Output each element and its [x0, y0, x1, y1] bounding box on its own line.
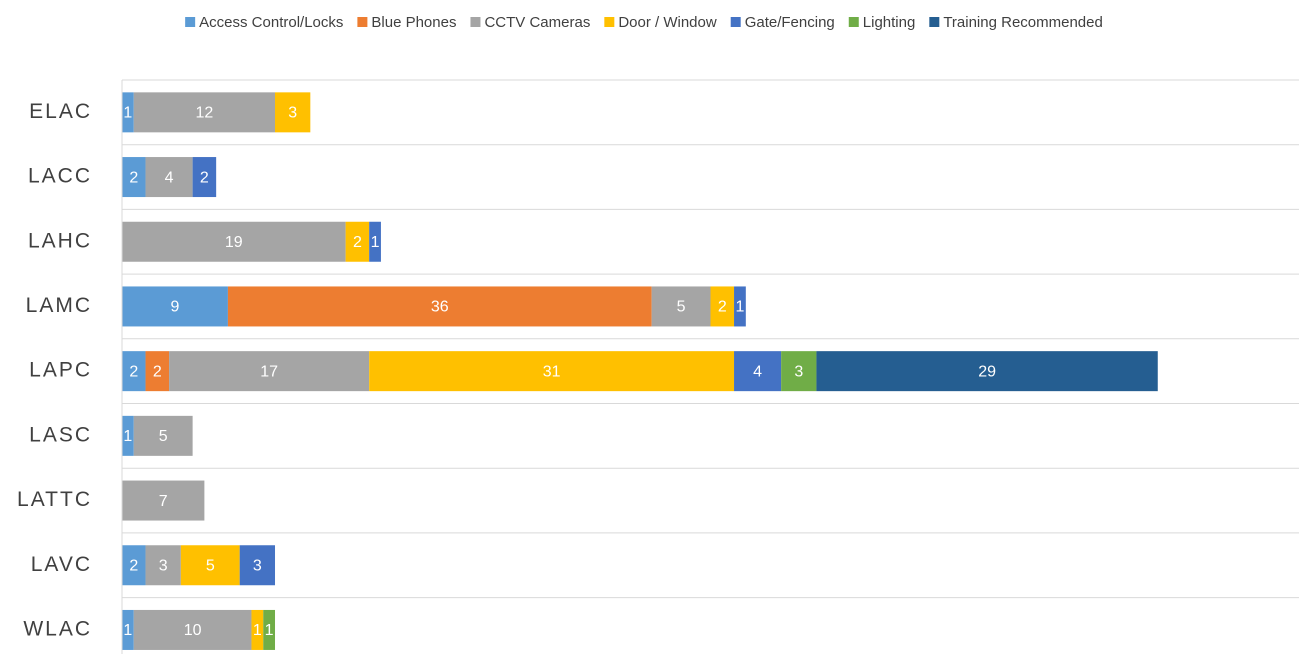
data-label: 7 — [159, 493, 168, 510]
legend-label: Gate/Fencing — [745, 14, 835, 31]
bar-segment — [734, 351, 782, 392]
legend-swatch — [357, 17, 368, 27]
data-label: 1 — [265, 622, 274, 639]
data-label: 4 — [753, 363, 762, 380]
data-label: 36 — [431, 299, 449, 316]
data-label: 31 — [543, 363, 561, 380]
bar-segment — [816, 351, 1158, 392]
bar-segment — [122, 92, 134, 133]
data-label: 2 — [153, 363, 162, 380]
bar-segment — [122, 609, 134, 650]
y-tick-label: WLAC — [23, 617, 92, 640]
data-label: 10 — [184, 622, 202, 639]
legend-label: Lighting — [863, 14, 916, 31]
legend-label: Access Control/Locks — [199, 14, 343, 31]
data-label: 3 — [794, 363, 803, 380]
legend-swatch — [730, 17, 741, 27]
bar-segment — [192, 157, 217, 198]
data-label: 4 — [165, 169, 174, 186]
legend-label: Training Recommended — [943, 14, 1103, 31]
bar-segment — [734, 286, 746, 327]
bar-segment — [145, 351, 170, 392]
bar-segment — [122, 480, 205, 521]
bar-segment — [180, 545, 240, 586]
data-label: 2 — [718, 299, 727, 316]
bar-segment — [781, 351, 817, 392]
data-label: 17 — [260, 363, 278, 380]
data-label: 5 — [206, 557, 215, 574]
data-label: 1 — [123, 622, 132, 639]
legend-swatch — [848, 17, 859, 27]
bar-segment — [145, 545, 181, 586]
bar-segment — [169, 351, 370, 392]
data-label: 9 — [171, 299, 180, 316]
data-label: 19 — [225, 234, 243, 251]
data-label: 5 — [677, 299, 686, 316]
bar-segment — [251, 609, 264, 650]
bar-segment — [122, 351, 146, 392]
data-label: 2 — [353, 234, 362, 251]
data-label: 1 — [735, 299, 744, 316]
legend-swatch — [929, 17, 940, 27]
y-tick-label: LAHC — [28, 229, 92, 252]
bar-segment — [345, 221, 370, 262]
bar-segment — [122, 415, 134, 456]
data-label: 2 — [200, 169, 209, 186]
data-label: 1 — [253, 622, 262, 639]
bar-segment — [263, 609, 276, 650]
y-tick-label: LAVC — [31, 553, 92, 576]
legend-label: CCTV Cameras — [484, 14, 590, 31]
legend-label: Blue Phones — [371, 14, 456, 31]
data-label: 12 — [195, 105, 213, 122]
data-label: 2 — [129, 169, 138, 186]
data-label: 5 — [159, 428, 168, 445]
data-label: 3 — [159, 557, 168, 574]
bar-segment — [122, 286, 228, 327]
bar-segment — [133, 92, 276, 133]
bar-segment — [369, 221, 381, 262]
data-label: 2 — [129, 363, 138, 380]
bar-segment — [145, 157, 193, 198]
bar-segment — [122, 545, 146, 586]
data-label: 2 — [129, 557, 138, 574]
y-tick-label: LAPC — [29, 359, 92, 382]
legend-swatch — [185, 17, 196, 27]
data-label: 3 — [288, 105, 297, 122]
bar-segment — [239, 545, 276, 586]
y-tick-label: ELAC — [29, 100, 92, 123]
bar-segment — [710, 286, 735, 327]
bar-segment — [133, 415, 193, 456]
y-tick-label: LAMC — [26, 294, 92, 317]
legend-swatch — [604, 17, 615, 27]
bar-segment — [651, 286, 711, 327]
y-tick-label: LACC — [28, 165, 92, 188]
data-label: 1 — [123, 428, 132, 445]
y-tick-label: LASC — [29, 423, 92, 446]
legend-label: Door / Window — [618, 14, 717, 31]
bar-segment — [369, 351, 735, 392]
data-label: 1 — [371, 234, 380, 251]
data-label: 3 — [253, 557, 262, 574]
bar-segment — [122, 157, 146, 198]
legend-swatch — [470, 17, 481, 27]
bar-segment — [122, 221, 346, 262]
bar-segment — [227, 286, 652, 327]
bar-segment — [133, 609, 252, 650]
y-tick-label: LATTC — [17, 488, 92, 511]
data-label: 1 — [123, 105, 132, 122]
bar-segment — [275, 92, 311, 133]
data-label: 29 — [978, 363, 996, 380]
